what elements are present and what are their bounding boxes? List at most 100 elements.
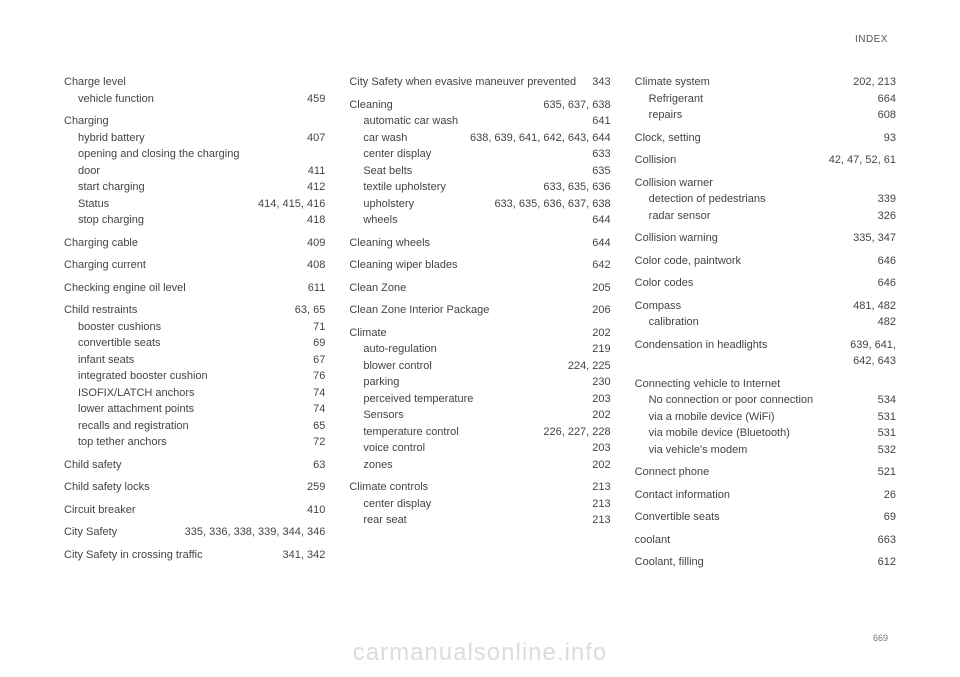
index-entry: Child restraints63, 65booster cushions71…	[64, 302, 325, 451]
sub-entry-pages: 230	[592, 374, 610, 391]
sub-entry-pages: 202	[592, 457, 610, 474]
entry-label: Clean Zone	[349, 280, 592, 297]
index-entry: Clock, setting93	[635, 130, 896, 147]
sub-entry-pages: 74	[313, 385, 325, 402]
index-entry: Collision42, 47, 52, 61	[635, 152, 896, 169]
sub-entry-label: Seat belts	[363, 163, 592, 180]
sub-entry-label: No connection or poor connection	[649, 392, 878, 409]
entry-label: Child safety locks	[64, 479, 307, 496]
entry-label: Contact information	[635, 487, 884, 504]
sub-entry-pages: 213	[592, 496, 610, 513]
entry-pages: 93	[884, 130, 896, 147]
index-entry: Convertible seats69	[635, 509, 896, 526]
index-header: INDEX	[855, 34, 888, 45]
entry-pages: 63, 65	[295, 302, 326, 319]
page-number: 669	[873, 633, 888, 643]
sub-entry-label: upholstery	[363, 196, 494, 213]
sub-entry-label: temperature control	[363, 424, 543, 441]
sub-entry-label: blower control	[363, 358, 568, 375]
index-entry: Coolant, filling612	[635, 554, 896, 571]
index-entry: Collision warning335, 347	[635, 230, 896, 247]
entry-pages: 642	[592, 257, 610, 274]
entry-label: Charging current	[64, 257, 307, 274]
sub-entry-label: start charging	[78, 179, 307, 196]
entry-label: Climate	[349, 325, 592, 342]
index-entry: City Safety when evasive maneuver preven…	[349, 74, 610, 91]
sub-entry-label: Refrigerant	[649, 91, 878, 108]
entry-label: Color code, paintwork	[635, 253, 878, 270]
sub-entry-pages: 412	[307, 179, 325, 196]
sub-entry-pages: 65	[313, 418, 325, 435]
sub-entry-label: vehicle function	[78, 91, 307, 108]
entry-label: Color codes	[635, 275, 878, 292]
index-entry: Compass481, 482calibration482	[635, 298, 896, 331]
index-entry: Climate controls213center display213rear…	[349, 479, 610, 529]
sub-entry-pages: 226, 227, 228	[543, 424, 610, 441]
entry-pages: 410	[307, 502, 325, 519]
sub-entry-pages: 635	[592, 163, 610, 180]
sub-entry-label: stop charging	[78, 212, 307, 229]
sub-entry-pages: 411	[308, 163, 326, 180]
sub-entry-pages: 71	[313, 319, 325, 336]
sub-entry-pages: 532	[878, 442, 896, 459]
index-entry: Child safety63	[64, 457, 325, 474]
entry-pages: 341, 342	[283, 547, 326, 564]
entry-pages: 259	[307, 479, 325, 496]
entry-pages: 646	[878, 253, 896, 270]
entry-pages: 408	[307, 257, 325, 274]
entry-pages: 481, 482	[853, 298, 896, 315]
sub-entry-label: top tether anchors	[78, 434, 313, 451]
index-entry: coolant663	[635, 532, 896, 549]
entry-label: Cleaning wiper blades	[349, 257, 592, 274]
sub-entry-label: rear seat	[363, 512, 592, 529]
sub-entry-label: booster cushions	[78, 319, 313, 336]
entry-pages: 663	[878, 532, 896, 549]
sub-entry-pages: 414, 415, 416	[258, 196, 325, 213]
index-entry: Condensation in headlights639, 641,642, …	[635, 337, 896, 370]
index-entry: Charging current408	[64, 257, 325, 274]
sub-entry-label: Status	[78, 196, 258, 213]
sub-entry-pages: 531	[878, 425, 896, 442]
index-entry: Clean Zone205	[349, 280, 610, 297]
index-entry: Child safety locks259	[64, 479, 325, 496]
entry-label: Charge level	[64, 74, 325, 91]
entry-label: Cleaning wheels	[349, 235, 592, 252]
sub-entry-label: textile upholstery	[363, 179, 543, 196]
index-entry: City Safety in crossing traffic341, 342	[64, 547, 325, 564]
entry-label: Connect phone	[635, 464, 878, 481]
entry-pages: 612	[878, 554, 896, 571]
sub-entry-label: repairs	[649, 107, 878, 124]
index-entry: Color codes646	[635, 275, 896, 292]
sub-entry-pages: 74	[313, 401, 325, 418]
entry-pages: 611	[308, 280, 326, 297]
entry-label: Clean Zone Interior Package	[349, 302, 592, 319]
sub-entry-label: detection of pedestrians	[649, 191, 878, 208]
column-2: City Safety when evasive maneuver preven…	[349, 74, 610, 577]
entry-pages: 202, 213	[853, 74, 896, 91]
sub-entry-pages: 67	[313, 352, 325, 369]
sub-entry-label: perceived temperature	[363, 391, 592, 408]
entry-label: Collision warner	[635, 175, 896, 192]
sub-entry-label: center display	[363, 496, 592, 513]
index-entry: Cleaning wiper blades642	[349, 257, 610, 274]
index-entry: Cleaning wheels644	[349, 235, 610, 252]
watermark: carmanualsonline.info	[0, 639, 960, 667]
sub-entry-pages: 482	[878, 314, 896, 331]
sub-entry-pages: 213	[592, 512, 610, 529]
sub-entry-pages: 202	[592, 407, 610, 424]
sub-entry-label: door	[78, 163, 308, 180]
entry-pages: 213	[592, 479, 610, 496]
entry-pages: 206	[592, 302, 610, 319]
sub-entry-pages: 459	[307, 91, 325, 108]
entry-label: Child safety	[64, 457, 313, 474]
index-entry: Connecting vehicle to InternetNo connect…	[635, 376, 896, 459]
entry-pages: 521	[878, 464, 896, 481]
sub-entry-pages: 339	[878, 191, 896, 208]
entry-pages: 42, 47, 52, 61	[829, 152, 896, 169]
index-entry: Climate202auto-regulation219blower contr…	[349, 325, 610, 474]
entry-label: City Safety when evasive maneuver preven…	[349, 74, 592, 91]
entry-label: Charging	[64, 113, 325, 130]
entry-label: coolant	[635, 532, 878, 549]
entry-label: Collision	[635, 152, 829, 169]
entry-pages: 343	[592, 74, 610, 91]
